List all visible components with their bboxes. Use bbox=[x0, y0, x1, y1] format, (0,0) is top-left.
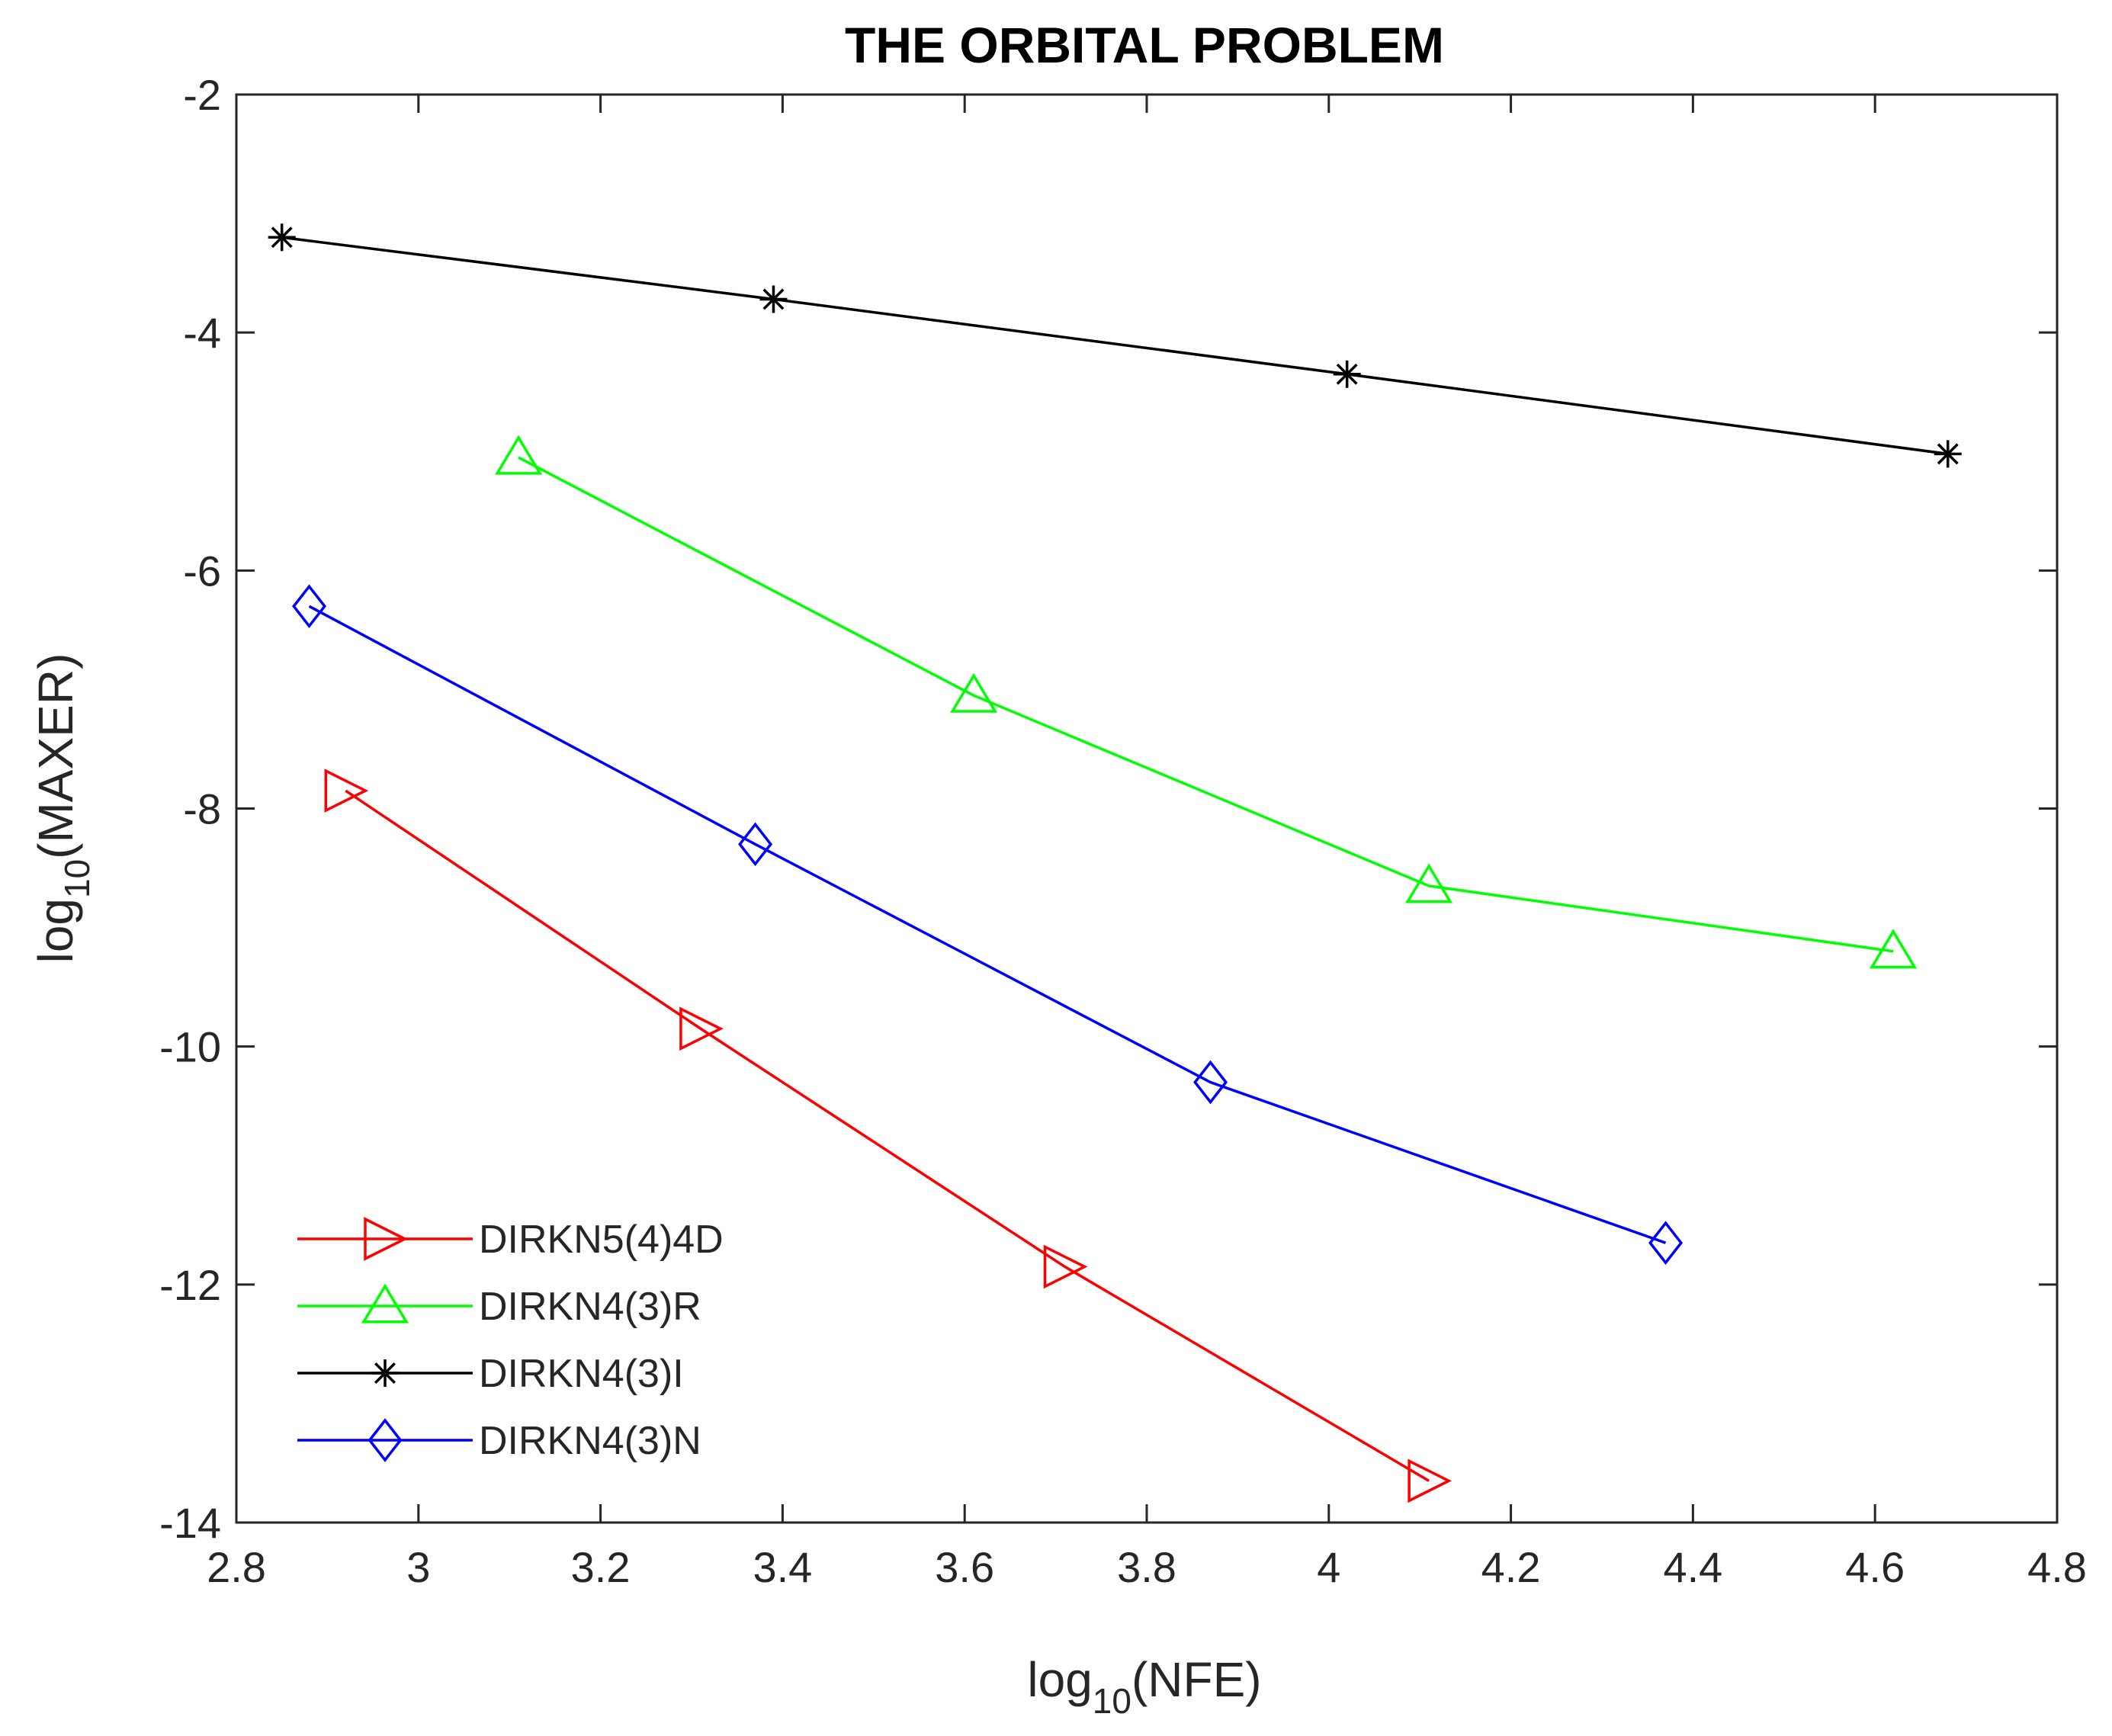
data-point-dirkn5-4-4d bbox=[1407, 1458, 1452, 1503]
data-point-dirkn4-3-r bbox=[495, 435, 543, 475]
x-axis-title-rest: (NFE) bbox=[1131, 1652, 1262, 1707]
series-dirkn4-3-i bbox=[268, 223, 1962, 468]
axes-box bbox=[235, 93, 2059, 1524]
y-tick-label: -10 bbox=[159, 1023, 221, 1071]
y-tick-label: -12 bbox=[159, 1261, 221, 1309]
legend: DIRKN5(4)4D DIRKN4(3)R DIRKN4(3)I DIRKN4(3)… bbox=[297, 1217, 724, 1463]
legend-marker bbox=[371, 1359, 399, 1387]
data-point-dirkn4-3-r bbox=[1405, 863, 1453, 903]
series-dirkn5-4-4d bbox=[324, 769, 1452, 1503]
legend-item-dirkn5-4-4d: DIRKN5(4)4D bbox=[297, 1217, 724, 1262]
series-line-dirkn5-4-4d bbox=[345, 789, 1430, 1482]
data-point-dirkn4-3-i bbox=[1934, 440, 1962, 468]
series-line-dirkn4-3-i bbox=[281, 236, 1948, 456]
x-tick-label: 4.4 bbox=[1663, 1543, 1722, 1591]
x-tick-label: 3.4 bbox=[753, 1543, 812, 1591]
x-tick-label: 4.6 bbox=[1845, 1543, 1905, 1591]
x-axis: 2.8 3 3.2 3.4 3.6 3.8 4 4.2 4.4 4.6 4.8 bbox=[207, 95, 2087, 1591]
legend-label: DIRKN4(3)N bbox=[479, 1419, 701, 1463]
legend-label: DIRKN5(4)4D bbox=[479, 1218, 724, 1262]
asterisk-stroke bbox=[762, 288, 785, 310]
series-line-dirkn4-3-r bbox=[518, 456, 1894, 953]
data-point-dirkn4-3-n bbox=[738, 822, 773, 867]
x-axis-title-log: log bbox=[1027, 1652, 1092, 1707]
plot-area bbox=[235, 93, 2059, 1524]
y-axis: -2 -4 -6 -8 -10 -12 -14 bbox=[159, 71, 2057, 1547]
y-axis-title-rest: (MAXER) bbox=[28, 653, 83, 859]
legend-marker bbox=[368, 1418, 403, 1462]
series-dirkn4-3-r bbox=[495, 435, 1918, 969]
data-point-dirkn4-3-r bbox=[1869, 929, 1918, 969]
legend-marker bbox=[364, 1217, 408, 1261]
x-tick-label: 2.8 bbox=[207, 1543, 266, 1591]
legend-item-dirkn4-3-i: DIRKN4(3)I bbox=[297, 1352, 684, 1396]
series-layer bbox=[268, 223, 1962, 1503]
asterisk-stroke bbox=[374, 1362, 396, 1384]
series-dirkn4-3-n bbox=[292, 584, 1684, 1266]
data-point-dirkn5-4-4d bbox=[1043, 1244, 1088, 1289]
x-tick-label: 3.2 bbox=[571, 1543, 631, 1591]
legend-label: DIRKN4(3)I bbox=[479, 1352, 684, 1396]
data-point-dirkn5-4-4d bbox=[324, 769, 369, 813]
data-point-dirkn4-3-i bbox=[759, 285, 788, 313]
y-axis-title-log: log bbox=[28, 898, 83, 963]
x-tick-label: 4.8 bbox=[2027, 1543, 2087, 1591]
asterisk-stroke bbox=[1336, 363, 1358, 385]
data-point-dirkn4-3-i bbox=[268, 223, 296, 252]
y-tick-label: -6 bbox=[183, 547, 221, 595]
asterisk-stroke bbox=[271, 226, 293, 249]
x-tick-label: 3.6 bbox=[935, 1543, 994, 1591]
x-axis-title-subscript: 10 bbox=[1093, 1681, 1131, 1721]
asterisk-stroke bbox=[1937, 443, 1959, 465]
data-point-dirkn4-3-n bbox=[1648, 1221, 1684, 1266]
data-point-dirkn4-3-r bbox=[950, 672, 998, 713]
x-tick-label: 3 bbox=[406, 1543, 430, 1591]
data-point-dirkn4-3-i bbox=[1333, 360, 1361, 388]
y-axis-title-subscript: 10 bbox=[57, 859, 97, 898]
data-point-dirkn5-4-4d bbox=[679, 1006, 724, 1051]
y-tick-label: -4 bbox=[183, 309, 221, 357]
y-tick-label: -2 bbox=[183, 71, 221, 119]
x-axis-title: log10(NFE) bbox=[1027, 1652, 1261, 1721]
series-line-dirkn4-3-n bbox=[308, 605, 1667, 1244]
legend-item-dirkn4-3-n: DIRKN4(3)N bbox=[297, 1418, 701, 1463]
x-tick-label: 4.2 bbox=[1481, 1543, 1541, 1591]
x-tick-label: 3.8 bbox=[1117, 1543, 1176, 1591]
data-point-dirkn4-3-n bbox=[292, 584, 327, 629]
y-tick-label: -8 bbox=[183, 785, 221, 833]
data-point-dirkn4-3-n bbox=[1193, 1060, 1228, 1105]
legend-item-dirkn4-3-r: DIRKN4(3)R bbox=[297, 1283, 701, 1329]
y-tick-label: -14 bbox=[159, 1499, 221, 1547]
chart-title: THE ORBITAL PROBLEM bbox=[845, 17, 1444, 73]
legend-marker bbox=[361, 1283, 409, 1324]
x-tick-label: 4 bbox=[1317, 1543, 1340, 1591]
y-axis-title: log10(MAXER) bbox=[28, 653, 97, 964]
legend-label: DIRKN4(3)R bbox=[479, 1285, 701, 1329]
